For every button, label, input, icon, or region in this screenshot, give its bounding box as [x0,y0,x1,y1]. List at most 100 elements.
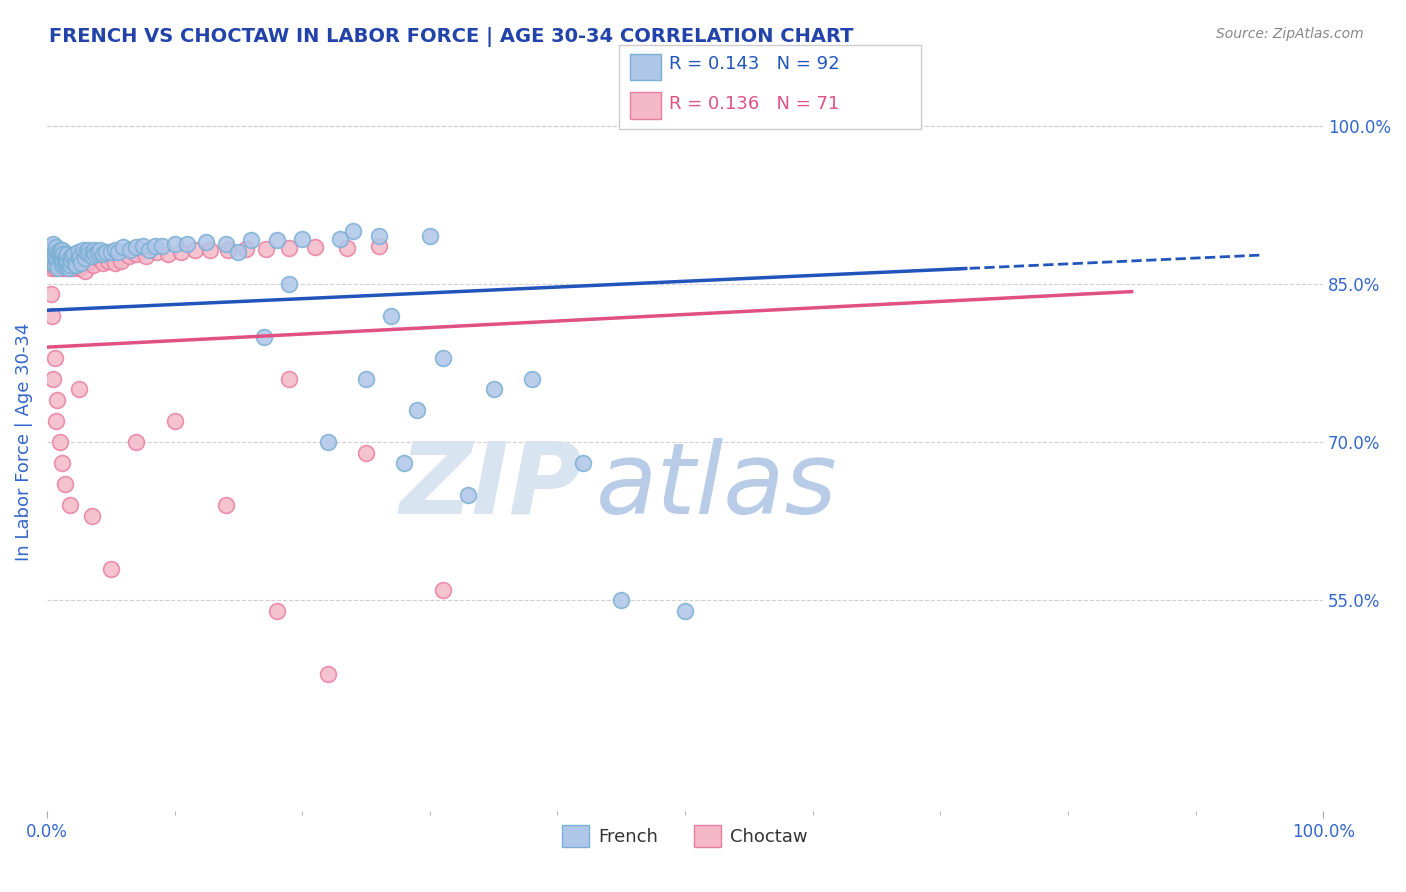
Point [135,250,157,264]
Point [60,253,83,268]
Point [176,236,198,251]
Point [69,250,91,264]
Point [278,277,301,291]
Point [103,243,125,257]
Point [48,261,70,276]
Point [150,239,173,253]
Point [42,236,65,251]
Point [46,256,69,270]
Point [59,261,82,276]
Point [42,256,65,270]
Point [200,243,222,257]
Point [55,256,77,270]
Point [56,258,79,272]
Point [125,435,148,450]
Point [44,351,66,365]
Point [278,241,301,255]
Point [157,247,180,261]
Point [48,247,70,261]
Point [51,258,73,272]
Point [110,253,132,268]
Point [48,245,70,260]
Point [342,224,364,238]
Point [419,229,441,244]
Point [145,245,167,260]
Point [48,435,70,450]
Point [76,243,98,257]
Point [118,243,141,257]
Point [214,499,236,513]
Point [75,264,97,278]
Point [80,250,103,264]
Point [37,251,59,265]
Point [184,243,207,257]
Point [394,456,416,470]
Point [278,372,301,386]
Point [44,253,66,268]
Point [84,247,107,261]
Point [39,287,62,301]
Point [46,258,69,272]
Point [520,372,543,386]
Point [41,309,63,323]
Point [62,247,84,261]
Point [329,231,352,245]
Point [49,250,72,264]
Point [367,229,389,244]
Point [100,245,122,260]
Point [100,561,122,575]
Point [163,236,186,251]
Point [45,253,67,268]
Point [138,243,160,257]
Point [39,251,62,265]
Point [572,456,595,470]
Point [266,604,288,618]
Point [53,258,76,272]
Point [406,403,429,417]
Point [39,261,62,276]
Legend: French, Choctaw: French, Choctaw [555,817,815,854]
Point [66,256,89,270]
Point [59,251,82,265]
Point [38,245,60,260]
Point [56,253,79,268]
Point [65,258,87,272]
Point [53,477,76,491]
Point [457,488,479,502]
Point [94,245,117,260]
Y-axis label: In Labor Force | Age 30-34: In Labor Force | Age 30-34 [15,323,32,561]
Point [59,258,82,272]
Point [82,258,104,272]
Point [62,250,84,264]
Point [83,243,105,257]
Text: Source: ZipAtlas.com: Source: ZipAtlas.com [1216,27,1364,41]
Point [77,253,100,268]
Point [67,382,90,396]
Point [42,372,65,386]
Point [253,329,276,343]
Point [125,247,148,261]
Point [380,309,402,323]
Point [72,258,94,272]
Point [48,251,70,265]
Point [46,392,69,407]
Text: R = 0.136   N = 71: R = 0.136 N = 71 [669,95,839,113]
Point [291,231,314,245]
Point [41,258,63,272]
Point [170,245,193,260]
Point [42,251,65,265]
Point [673,604,696,618]
Point [69,261,91,276]
Point [131,239,153,253]
Point [336,241,359,255]
Point [304,240,326,254]
Point [41,247,63,261]
Point [72,243,94,257]
Point [117,250,139,264]
Point [354,372,377,386]
Point [63,256,86,270]
Point [51,261,73,276]
Point [217,243,239,257]
Point [55,256,77,270]
Point [58,261,80,276]
